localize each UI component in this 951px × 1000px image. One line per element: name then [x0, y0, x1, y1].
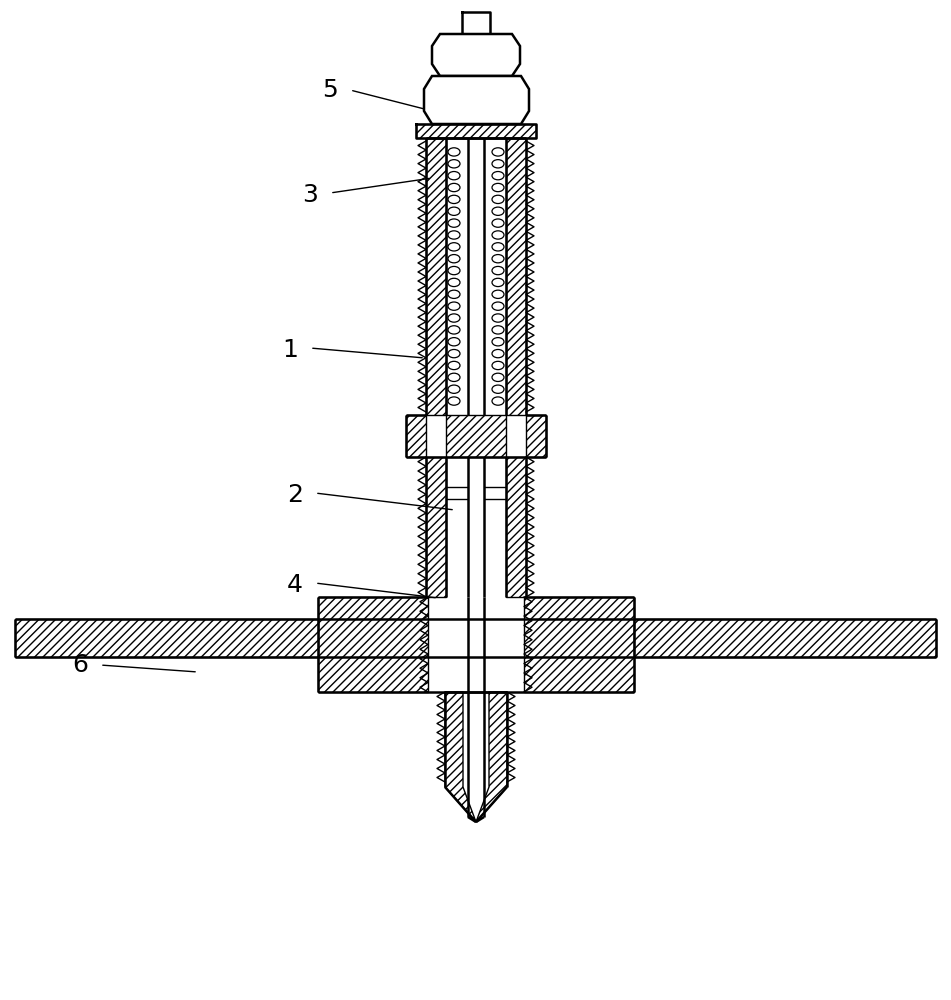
Polygon shape — [524, 597, 634, 692]
Polygon shape — [445, 692, 476, 822]
Polygon shape — [426, 457, 446, 597]
Polygon shape — [506, 138, 526, 415]
Polygon shape — [476, 692, 507, 822]
Polygon shape — [432, 34, 520, 76]
Polygon shape — [463, 692, 489, 822]
Text: 3: 3 — [302, 183, 318, 207]
Text: 5: 5 — [322, 78, 338, 102]
Polygon shape — [424, 76, 529, 124]
Polygon shape — [416, 124, 536, 138]
Polygon shape — [15, 619, 318, 657]
Polygon shape — [426, 138, 446, 415]
Polygon shape — [446, 415, 506, 457]
Text: 6: 6 — [72, 653, 88, 677]
Polygon shape — [634, 619, 936, 657]
Polygon shape — [446, 138, 506, 415]
Polygon shape — [318, 597, 428, 692]
Polygon shape — [506, 457, 526, 597]
Polygon shape — [446, 415, 506, 457]
Text: 1: 1 — [282, 338, 298, 362]
Polygon shape — [526, 415, 546, 457]
Text: 4: 4 — [287, 573, 303, 597]
Text: 2: 2 — [287, 483, 303, 507]
Polygon shape — [406, 415, 426, 457]
